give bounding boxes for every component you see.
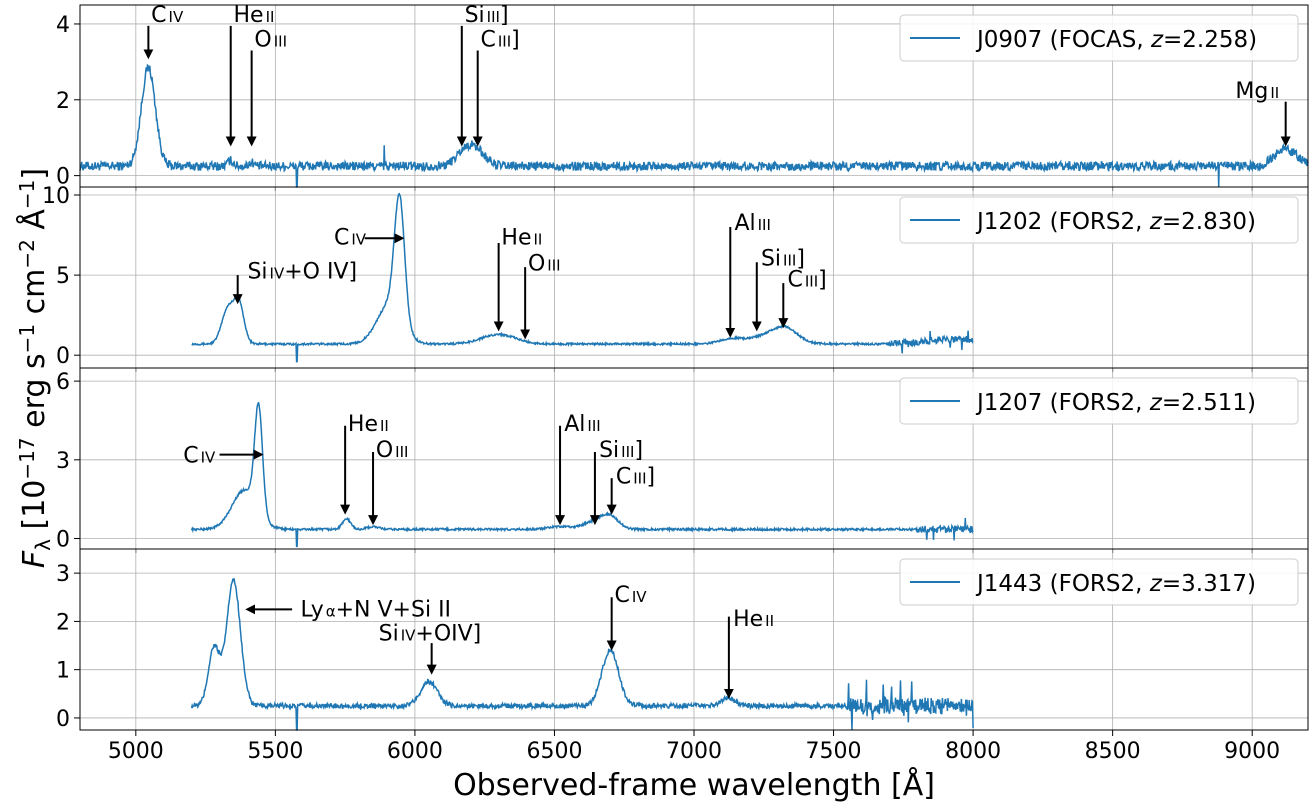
- y-tick-label: 0: [56, 707, 70, 732]
- x-tick-label: 8000: [945, 739, 1001, 764]
- annotation-label: O III: [528, 251, 561, 276]
- annotation-label: C III]: [616, 464, 655, 489]
- y-tick-label: 5: [56, 264, 70, 289]
- line-annotation: Si III]: [751, 246, 805, 332]
- annotation-label: He II: [733, 607, 774, 632]
- line-annotation: Al III: [555, 412, 601, 526]
- legend-box: [899, 558, 1299, 606]
- y-axis-label: Fλ [10−17 erg s−1 cm−2 Å−1]: [15, 168, 55, 568]
- line-annotation: C III]: [472, 28, 520, 147]
- annotation-label: He II: [234, 3, 275, 28]
- annotation-label: C III]: [480, 28, 519, 53]
- panel-j0907: 0 2 4 J0907 (FOCAS, z=2.258) C IV He IIO III Si II…: [56, 3, 1309, 191]
- line-annotation: Si IV+O IV]: [232, 259, 357, 305]
- panel-j1207: 0 3 6 J1207 (FORS2, z=2.511) C IV He IIO III Al II…: [56, 367, 1309, 553]
- y-tick-label: 3: [56, 562, 70, 587]
- legend: J1207 (FORS2, z=2.511): [899, 377, 1299, 425]
- line-annotation: He II: [723, 607, 774, 699]
- legend-box: [899, 377, 1299, 425]
- spectrum-line: [190, 578, 974, 731]
- annotation-label: C III]: [787, 267, 826, 292]
- x-axis-label: Observed-frame wavelength [Å]: [453, 767, 935, 803]
- annotation-label: O III: [376, 438, 409, 463]
- y-tick-label: 2: [56, 610, 70, 635]
- legend: J1202 (FORS2, z=2.830): [899, 196, 1299, 244]
- annotation-label: Si III]: [599, 438, 643, 463]
- y-tick-label: 10: [42, 184, 70, 209]
- y-tick-label: 0: [56, 344, 70, 369]
- legend-box: [899, 196, 1299, 244]
- x-tick-label: 9000: [1224, 739, 1280, 764]
- x-tick-label: 5500: [247, 739, 303, 764]
- line-annotation: O III: [368, 438, 409, 526]
- y-tick-label: 2: [56, 89, 70, 114]
- annotation-label: O III: [254, 28, 287, 53]
- spectrum-line: [190, 402, 974, 548]
- annotation-label: C IV: [614, 583, 647, 608]
- line-annotation: He II: [225, 3, 275, 147]
- line-annotation: O III: [520, 251, 561, 340]
- legend-label: J1207 (FORS2, z=2.511): [975, 390, 1256, 416]
- annotation-label: C IV: [334, 226, 367, 251]
- legend: J1443 (FORS2, z=3.317): [899, 558, 1299, 606]
- y-tick-label: 6: [56, 370, 70, 395]
- x-tick-label: 7500: [806, 739, 862, 764]
- y-tick-label: 4: [56, 13, 70, 38]
- annotation-label: Mg II: [1235, 79, 1279, 104]
- annotation-label: Al III: [734, 211, 770, 236]
- line-annotation: C III]: [778, 267, 827, 329]
- annotation-label: Si IV+OIV]: [379, 622, 482, 647]
- spectrum-line: [79, 63, 1309, 188]
- x-tick-label: 5000: [108, 739, 164, 764]
- line-annotation: Si IV+OIV]: [379, 622, 482, 675]
- line-annotation: Mg II: [1235, 79, 1291, 147]
- line-annotation: O III: [246, 28, 287, 147]
- annotation-label: Si III]: [761, 246, 805, 271]
- annotation-label: Si III]: [465, 3, 509, 28]
- line-annotation: C III]: [606, 464, 655, 515]
- panel-j1202: 0 5 10 J1202 (FORS2, z=2.830) Si IV+O IV] C IV H…: [42, 184, 1309, 372]
- line-annotation: C IV: [143, 3, 184, 60]
- line-annotation: Al III: [725, 211, 771, 338]
- annotation-label: Si IV+O IV]: [247, 259, 357, 284]
- line-annotation: He II: [493, 226, 542, 332]
- x-tick-label: 7000: [666, 739, 722, 764]
- line-annotation: C IV: [183, 443, 264, 468]
- line-annotation: C IV: [606, 583, 647, 651]
- line-annotation: Si III]: [589, 438, 643, 526]
- line-annotation: Ly α+N V+Si II: [245, 598, 451, 623]
- legend-box: [899, 14, 1299, 62]
- annotation-label: He II: [501, 226, 542, 251]
- y-tick-label: 1: [56, 659, 70, 684]
- annotation-label: C IV: [151, 3, 184, 28]
- legend: J0907 (FOCAS, z=2.258): [899, 14, 1299, 62]
- annotation-label: Al III: [564, 412, 600, 437]
- annotation-label: He II: [348, 412, 389, 437]
- x-tick-label: 6500: [526, 739, 582, 764]
- annotation-label: C IV: [183, 443, 216, 468]
- line-annotation: C IV: [334, 226, 405, 251]
- annotation-label: Ly α+N V+Si II: [300, 598, 451, 623]
- panel-j1443: 0 1 2 3 5000 5500 6000 6500 7000 7500 8000 8500 9000…: [56, 548, 1309, 764]
- line-annotation: Si III]: [456, 3, 509, 147]
- legend-label: J1443 (FORS2, z=3.317): [975, 571, 1256, 597]
- y-tick-label: 3: [56, 449, 70, 474]
- x-tick-label: 8500: [1085, 739, 1141, 764]
- legend-label: J0907 (FOCAS, z=2.258): [975, 27, 1257, 53]
- y-tick-label: 0: [56, 165, 70, 190]
- y-tick-label: 0: [56, 528, 70, 553]
- line-annotation: He II: [340, 412, 389, 515]
- x-tick-label: 6000: [387, 739, 443, 764]
- spectrum-line: [191, 192, 974, 363]
- legend-label: J1202 (FORS2, z=2.830): [975, 209, 1256, 235]
